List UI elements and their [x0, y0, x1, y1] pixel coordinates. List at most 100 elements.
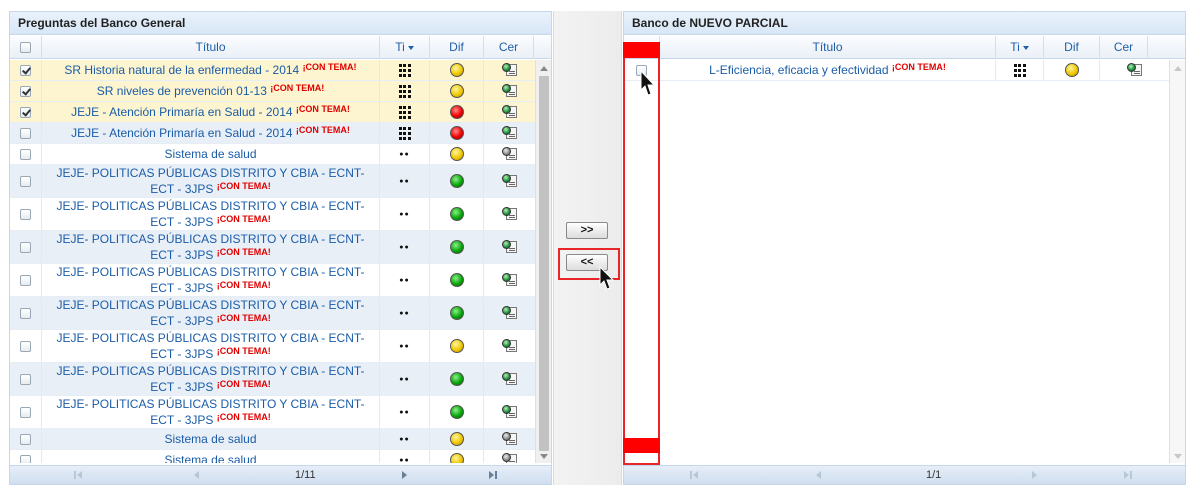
question-title[interactable]: JEJE- POLITICAS PÚBLICAS DISTRITO Y CBIA…: [48, 297, 373, 329]
table-row[interactable]: Sistema de salud ●●: [10, 450, 535, 463]
certificate-icon[interactable]: [501, 273, 518, 287]
table-row[interactable]: SR Historia natural de la enfermedad - 2…: [10, 60, 535, 81]
certificate-icon[interactable]: [1126, 63, 1143, 77]
remove-from-exam-button[interactable]: <<: [566, 254, 608, 271]
row-checkbox[interactable]: [20, 127, 31, 139]
row-checkbox[interactable]: [20, 175, 31, 187]
question-title[interactable]: Sistema de salud: [164, 146, 256, 162]
next-page-icon[interactable]: [402, 471, 407, 479]
table-row[interactable]: JEJE - Atención Primaría en Salud - 2014…: [10, 102, 535, 123]
type-cell: ●●: [380, 429, 430, 449]
column-header-dif[interactable]: Dif: [430, 36, 484, 59]
select-all-checkbox[interactable]: [20, 42, 31, 54]
title-cell: Sistema de salud: [42, 450, 380, 463]
row-select-cell: [10, 198, 42, 230]
question-title-text: Sistema de salud: [164, 147, 257, 161]
certificate-icon[interactable]: [501, 174, 518, 188]
table-row[interactable]: L-Eficiencia, eficacia y efectividad ¡CO…: [624, 60, 1169, 81]
question-title[interactable]: JEJE- POLITICAS PÚBLICAS DISTRITO Y CBIA…: [48, 165, 373, 197]
table-row[interactable]: JEJE- POLITICAS PÚBLICAS DISTRITO Y CBIA…: [10, 297, 535, 330]
question-title[interactable]: SR Historia natural de la enfermedad - 2…: [64, 62, 356, 78]
column-header-cer[interactable]: Cer: [1100, 36, 1148, 59]
column-header-cer[interactable]: Cer: [484, 36, 534, 59]
row-checkbox[interactable]: [20, 406, 31, 418]
last-page-icon[interactable]: [489, 471, 497, 479]
question-title[interactable]: Sistema de salud: [164, 452, 256, 463]
question-title[interactable]: JEJE- POLITICAS PÚBLICAS DISTRITO Y CBIA…: [48, 330, 373, 362]
table-row[interactable]: SR niveles de prevención 01-13 ¡CON TEMA…: [10, 81, 535, 102]
scroll-thumb[interactable]: [539, 76, 549, 451]
question-title[interactable]: JEJE- POLITICAS PÚBLICAS DISTRITO Y CBIA…: [48, 396, 373, 428]
table-row[interactable]: Sistema de salud ●●: [10, 144, 535, 165]
general-bank-panel: Preguntas del Banco General Título Ti Di…: [9, 11, 552, 485]
row-checkbox[interactable]: [20, 208, 31, 220]
question-title[interactable]: JEJE - Atención Primaría en Salud - 2014…: [71, 125, 350, 141]
table-row[interactable]: JEJE- POLITICAS PÚBLICAS DISTRITO Y CBIA…: [10, 165, 535, 198]
question-title[interactable]: JEJE- POLITICAS PÚBLICAS DISTRITO Y CBIA…: [48, 231, 373, 263]
question-title[interactable]: SR niveles de prevención 01-13 ¡CON TEMA…: [97, 83, 324, 99]
scroll-down-icon[interactable]: [540, 454, 548, 459]
certificate-icon[interactable]: [501, 405, 518, 419]
certificate-cell: [484, 60, 535, 80]
table-row[interactable]: JEJE- POLITICAS PÚBLICAS DISTRITO Y CBIA…: [10, 363, 535, 396]
scroll-down-icon[interactable]: [1174, 454, 1182, 459]
certificate-icon[interactable]: [501, 147, 518, 161]
certificate-icon[interactable]: [501, 453, 518, 463]
highlight-box: [558, 248, 620, 280]
certificate-icon[interactable]: [501, 126, 518, 140]
scroll-up-icon[interactable]: [1174, 66, 1182, 71]
last-page-icon[interactable]: [1124, 471, 1132, 479]
question-title[interactable]: JEJE- POLITICAS PÚBLICAS DISTRITO Y CBIA…: [48, 363, 373, 395]
column-header-titulo[interactable]: Título: [660, 36, 996, 59]
certificate-icon[interactable]: [501, 372, 518, 386]
question-title-text: JEJE- POLITICAS PÚBLICAS DISTRITO Y CBIA…: [56, 265, 365, 295]
first-page-icon[interactable]: [74, 471, 82, 479]
certificate-icon[interactable]: [501, 63, 518, 77]
question-title[interactable]: Sistema de salud: [164, 431, 256, 447]
table-row[interactable]: JEJE- POLITICAS PÚBLICAS DISTRITO Y CBIA…: [10, 396, 535, 429]
certificate-icon[interactable]: [501, 207, 518, 221]
certificate-icon[interactable]: [501, 84, 518, 98]
prev-page-icon[interactable]: [816, 471, 821, 479]
row-checkbox[interactable]: [20, 64, 31, 76]
certificate-icon[interactable]: [501, 105, 518, 119]
row-checkbox[interactable]: [20, 85, 31, 97]
title-cell: JEJE- POLITICAS PÚBLICAS DISTRITO Y CBIA…: [42, 264, 380, 296]
row-checkbox[interactable]: [20, 106, 31, 118]
add-to-exam-button[interactable]: >>: [566, 222, 608, 239]
row-checkbox[interactable]: [20, 373, 31, 385]
table-row[interactable]: JEJE- POLITICAS PÚBLICAS DISTRITO Y CBIA…: [10, 231, 535, 264]
certificate-icon[interactable]: [501, 240, 518, 254]
question-title[interactable]: L-Eficiencia, eficacia y efectividad ¡CO…: [709, 62, 946, 78]
question-title[interactable]: JEJE - Atención Primaría en Salud - 2014…: [71, 104, 350, 120]
table-row[interactable]: Sistema de salud ●●: [10, 429, 535, 450]
question-title-text: JEJE- POLITICAS PÚBLICAS DISTRITO Y CBIA…: [56, 166, 365, 196]
question-title[interactable]: JEJE- POLITICAS PÚBLICAS DISTRITO Y CBIA…: [48, 198, 373, 230]
question-title[interactable]: JEJE- POLITICAS PÚBLICAS DISTRITO Y CBIA…: [48, 264, 373, 296]
scroll-up-icon[interactable]: [540, 66, 548, 71]
certificate-icon[interactable]: [501, 339, 518, 353]
row-checkbox[interactable]: [20, 274, 31, 286]
vertical-scrollbar[interactable]: [1169, 60, 1185, 463]
first-page-icon[interactable]: [690, 471, 698, 479]
column-header-ti[interactable]: Ti: [996, 36, 1044, 59]
column-header-titulo[interactable]: Título: [42, 36, 380, 59]
table-row[interactable]: JEJE - Atención Primaría en Salud - 2014…: [10, 123, 535, 144]
row-checkbox[interactable]: [20, 433, 31, 445]
row-checkbox[interactable]: [20, 241, 31, 253]
row-checkbox[interactable]: [20, 340, 31, 352]
certificate-icon[interactable]: [501, 306, 518, 320]
row-checkbox[interactable]: [20, 148, 31, 160]
prev-page-icon[interactable]: [194, 471, 199, 479]
vertical-scrollbar[interactable]: [535, 60, 551, 463]
row-checkbox[interactable]: [20, 307, 31, 319]
table-row[interactable]: JEJE- POLITICAS PÚBLICAS DISTRITO Y CBIA…: [10, 330, 535, 363]
column-header-ti[interactable]: Ti: [380, 36, 430, 59]
certificate-cell: [484, 102, 535, 122]
column-header-dif[interactable]: Dif: [1044, 36, 1100, 59]
row-checkbox[interactable]: [20, 454, 31, 463]
table-row[interactable]: JEJE- POLITICAS PÚBLICAS DISTRITO Y CBIA…: [10, 264, 535, 297]
next-page-icon[interactable]: [1032, 471, 1037, 479]
table-row[interactable]: JEJE- POLITICAS PÚBLICAS DISTRITO Y CBIA…: [10, 198, 535, 231]
certificate-icon[interactable]: [501, 432, 518, 446]
